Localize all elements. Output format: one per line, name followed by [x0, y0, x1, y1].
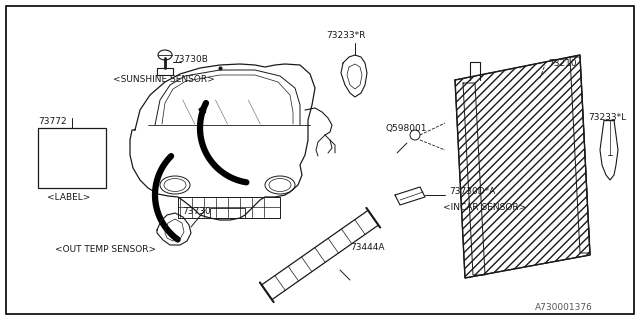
Text: Q598001: Q598001 — [385, 124, 426, 132]
Bar — [210, 208, 245, 218]
Text: <INCAR SENSOR>: <INCAR SENSOR> — [443, 203, 526, 212]
Ellipse shape — [158, 50, 172, 60]
Bar — [157, 68, 173, 75]
Bar — [38, 128, 106, 188]
Text: 73210: 73210 — [548, 59, 577, 68]
Text: 73233*R: 73233*R — [326, 30, 365, 39]
Text: 73730B: 73730B — [173, 55, 208, 65]
Text: <OUT TEMP SENSOR>: <OUT TEMP SENSOR> — [55, 245, 156, 254]
Text: 73233*L: 73233*L — [588, 114, 626, 123]
Text: 73730: 73730 — [182, 207, 211, 217]
Text: 73730D*A: 73730D*A — [449, 188, 495, 196]
Text: <SUNSHINE SENSOR>: <SUNSHINE SENSOR> — [113, 76, 215, 84]
Text: 73444A: 73444A — [350, 244, 385, 252]
Text: A730001376: A730001376 — [535, 303, 593, 313]
Text: <LABEL>: <LABEL> — [47, 194, 90, 203]
Text: 73772: 73772 — [38, 117, 67, 126]
